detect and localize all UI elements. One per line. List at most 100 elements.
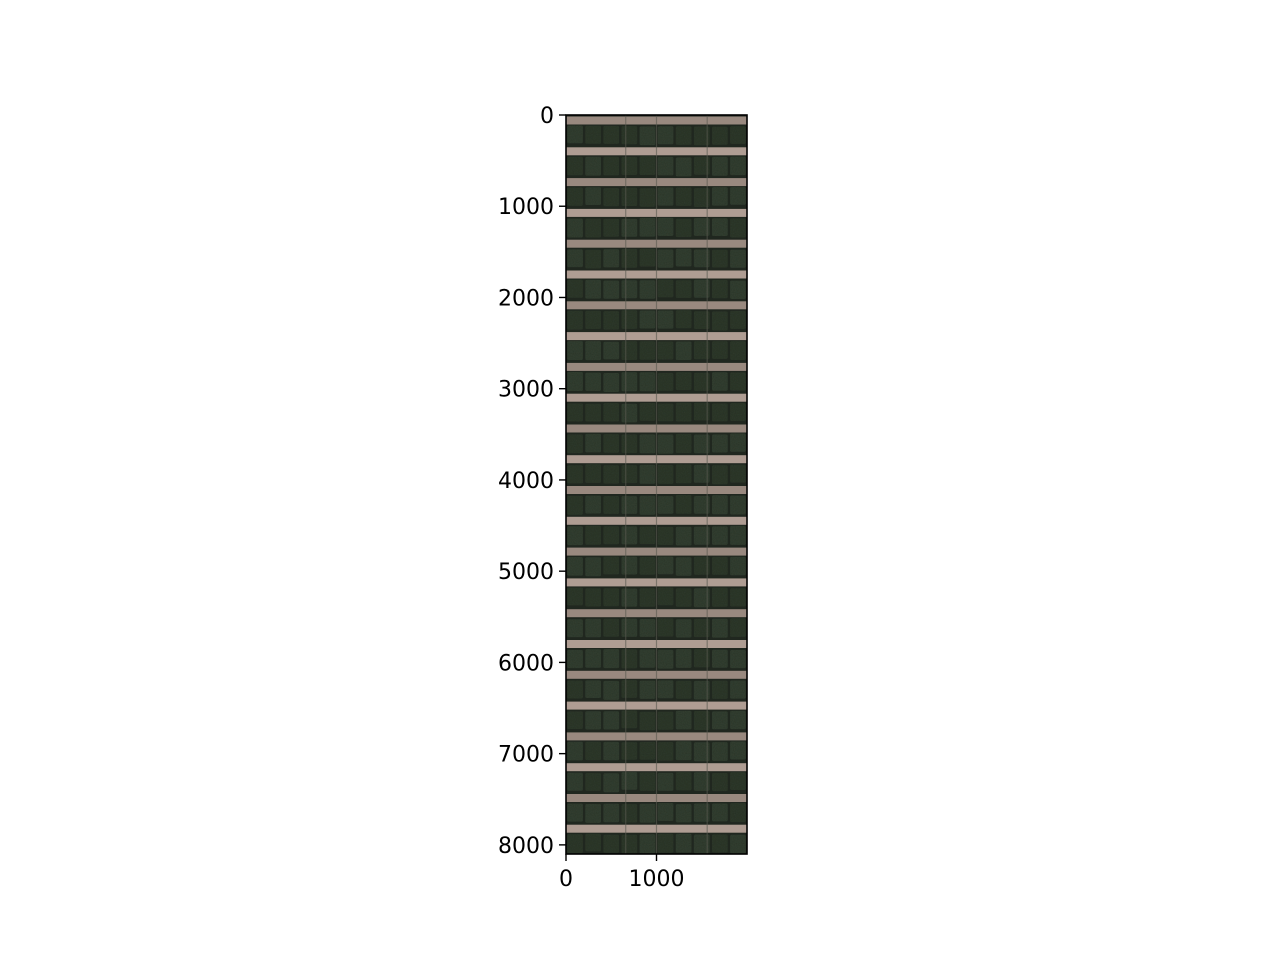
- plant-block: [730, 741, 746, 760]
- plant-block: [712, 680, 728, 699]
- plant-block: [730, 556, 746, 576]
- y-tick-label: 8000: [498, 834, 554, 859]
- plant-block: [567, 187, 583, 206]
- plant-block: [567, 803, 583, 822]
- plant-block: [693, 188, 710, 207]
- plant-block: [639, 126, 656, 146]
- plant-block: [712, 495, 728, 515]
- plant-block: [675, 402, 692, 422]
- plant-block: [712, 526, 728, 545]
- plant-block: [603, 125, 620, 144]
- plant-block: [712, 311, 728, 331]
- plant-block: [621, 526, 638, 545]
- plant-block: [567, 711, 583, 729]
- furrow-lines: [625, 115, 708, 854]
- plant-block: [657, 403, 674, 422]
- plant-block: [675, 341, 692, 360]
- plant-block: [621, 403, 638, 423]
- plant-block: [639, 310, 656, 329]
- plant-block: [603, 773, 620, 793]
- plant-block: [657, 434, 674, 454]
- plant-block: [657, 279, 674, 298]
- plant-block: [693, 526, 710, 545]
- plant-block: [657, 126, 674, 145]
- plant-block: [693, 249, 710, 268]
- plant-block: [730, 525, 746, 545]
- plant-block: [639, 156, 656, 175]
- plant-block: [603, 465, 620, 484]
- plant-block: [657, 217, 674, 236]
- plant-block: [603, 341, 620, 360]
- plant-block: [585, 433, 601, 453]
- y-tick-label: 7000: [498, 743, 554, 768]
- plant-block: [603, 249, 620, 268]
- plant-block: [621, 742, 638, 760]
- plant-block: [730, 618, 746, 637]
- plant-block: [657, 680, 674, 699]
- plant-block: [693, 680, 710, 700]
- plant-block: [657, 803, 674, 821]
- plant-block: [712, 773, 728, 792]
- plant-block: [621, 556, 638, 575]
- plant-block: [621, 126, 638, 145]
- plant-block: [603, 403, 620, 422]
- plant-block: [621, 218, 638, 237]
- plant-block: [730, 650, 746, 669]
- plant-block: [657, 556, 674, 575]
- plant-block: [730, 372, 746, 391]
- plant-block: [712, 434, 728, 453]
- plant-block: [675, 464, 692, 484]
- plant-block: [567, 310, 583, 330]
- plant-block: [567, 218, 583, 238]
- plant-block: [675, 833, 692, 853]
- y-tick-label: 4000: [498, 469, 554, 494]
- plant-block: [730, 834, 746, 854]
- plant-block: [621, 280, 638, 299]
- plant-block: [567, 619, 583, 638]
- plant-block: [603, 280, 620, 299]
- plant-block: [585, 588, 601, 607]
- plant-block: [567, 772, 583, 791]
- plant-block: [712, 280, 728, 299]
- plant-block: [567, 156, 583, 176]
- plant-block: [621, 187, 638, 206]
- plant-block: [730, 156, 746, 176]
- plant-block: [567, 650, 583, 669]
- plant-block: [585, 525, 601, 545]
- plant-block: [730, 433, 746, 452]
- plant-block: [585, 218, 601, 238]
- plant-block: [657, 372, 674, 391]
- plant-block: [693, 742, 710, 762]
- plant-block: [693, 834, 710, 854]
- plant-block: [730, 495, 746, 515]
- plant-block: [639, 772, 656, 791]
- plant-block: [621, 310, 638, 329]
- plant-block: [712, 341, 728, 359]
- plant-block: [675, 218, 692, 238]
- plant-block: [675, 557, 692, 576]
- plant-block: [567, 403, 583, 422]
- plant-block: [567, 372, 583, 391]
- plant-block: [675, 619, 692, 638]
- plant-block: [657, 310, 674, 329]
- plant-block: [603, 556, 620, 575]
- plant-block: [712, 126, 728, 145]
- plant-rows: [567, 125, 746, 854]
- plant-block: [693, 711, 710, 730]
- plant-block: [657, 742, 674, 761]
- plant-block: [621, 156, 638, 175]
- plant-block: [585, 249, 601, 269]
- plant-block: [675, 157, 692, 177]
- plant-block: [585, 495, 601, 514]
- plant-block: [657, 526, 674, 545]
- plant-block: [675, 280, 692, 298]
- plant-block: [675, 187, 692, 206]
- plant-block: [603, 373, 620, 392]
- x-axis-ticks: 0 1000: [559, 854, 685, 892]
- plant-block: [639, 834, 656, 854]
- plant-block: [639, 464, 656, 484]
- plant-block: [712, 649, 728, 668]
- plant-block: [730, 710, 746, 730]
- plant-block: [712, 403, 728, 422]
- plant-block: [567, 434, 583, 454]
